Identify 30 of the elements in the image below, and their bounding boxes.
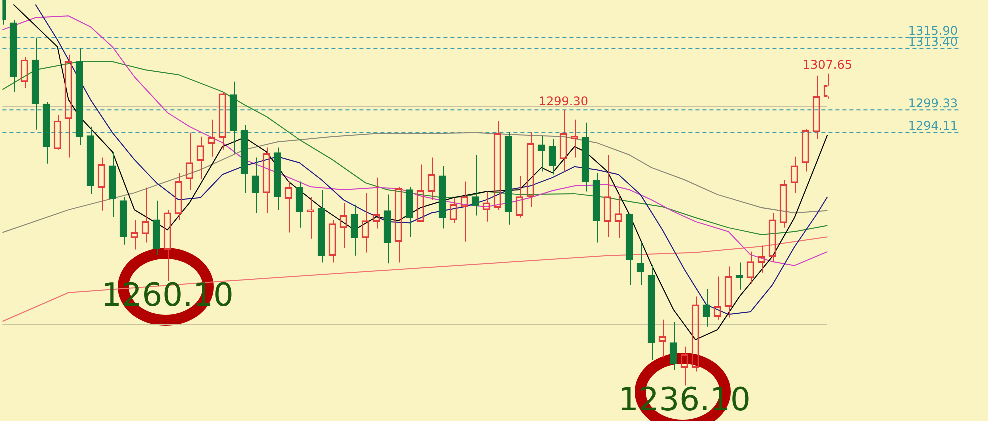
candlestick [582, 122, 590, 192]
ref-line-label: 1299.33 [908, 96, 958, 110]
candlestick [252, 157, 260, 214]
candlestick [670, 322, 678, 371]
candlestick [406, 186, 414, 238]
candlestick [438, 166, 447, 230]
candlestick [230, 81, 238, 154]
candlestick [548, 138, 557, 176]
candlestick [736, 262, 744, 290]
candlestick [626, 214, 634, 286]
annotation: 1307.65 [802, 58, 853, 72]
candlestick [350, 204, 359, 256]
candlestick [32, 37, 40, 130]
annotation: 1299.30 [538, 94, 589, 108]
candlestick [240, 124, 249, 194]
candlestick [504, 132, 513, 226]
candlestick [42, 101, 51, 164]
candlestick [120, 196, 128, 246]
candlestick [296, 181, 304, 228]
candlestick [592, 172, 601, 244]
candlestick [10, 20, 18, 92]
candlestick [86, 126, 95, 194]
candlestick [648, 264, 656, 360]
candlestick [76, 48, 84, 146]
candlestick [274, 147, 282, 211]
candlestick [152, 200, 161, 256]
ref-line-label: 1294.11 [908, 119, 958, 134]
candlestick [318, 190, 326, 264]
candlestick [108, 152, 117, 218]
candlestick [384, 194, 392, 264]
